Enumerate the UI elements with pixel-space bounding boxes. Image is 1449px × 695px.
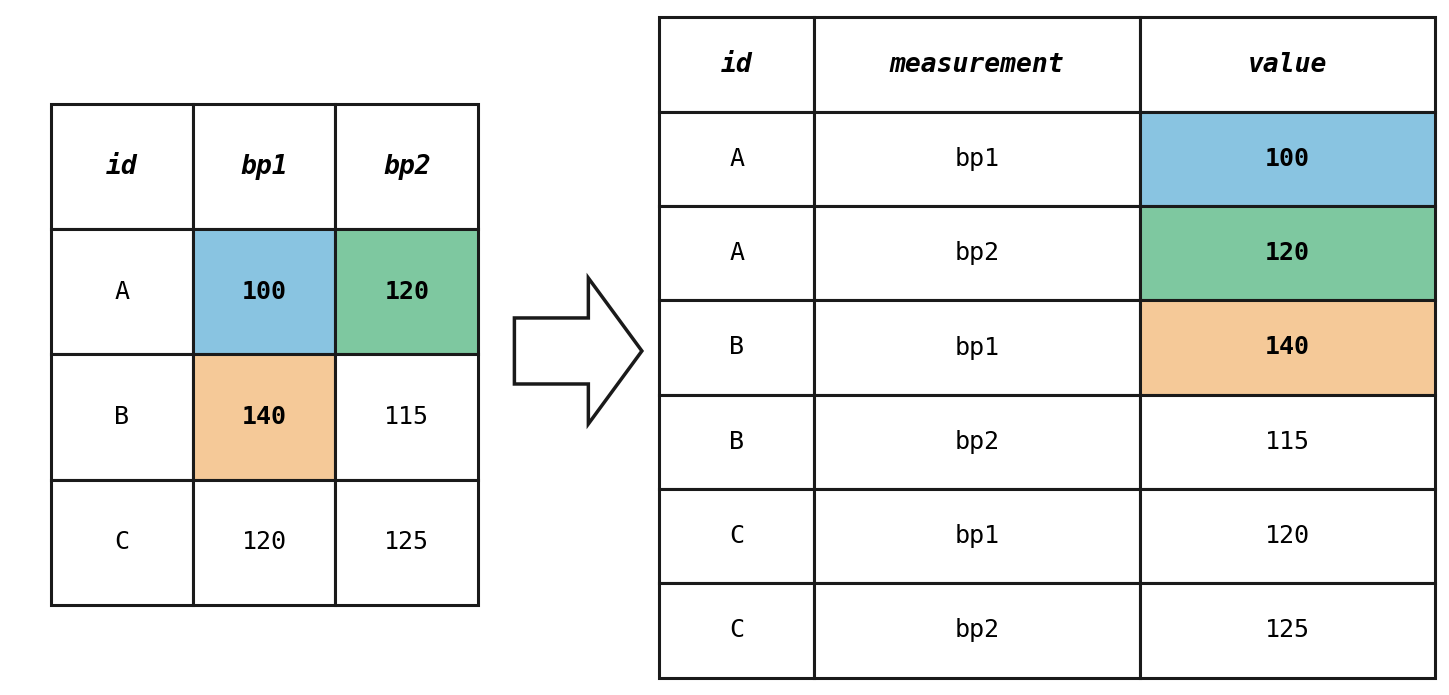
Text: B: B bbox=[729, 430, 745, 454]
Text: bp1: bp1 bbox=[955, 147, 1000, 171]
Text: 125: 125 bbox=[384, 530, 429, 554]
Text: 120: 120 bbox=[1265, 524, 1310, 548]
Text: value: value bbox=[1248, 51, 1327, 78]
Bar bbox=[659, 112, 814, 206]
Text: 100: 100 bbox=[1265, 147, 1310, 171]
Bar bbox=[1140, 395, 1435, 489]
Text: measurement: measurement bbox=[890, 51, 1065, 78]
Bar bbox=[814, 395, 1140, 489]
Text: A: A bbox=[729, 147, 745, 171]
Bar bbox=[1140, 206, 1435, 300]
Text: C: C bbox=[114, 530, 129, 554]
Bar bbox=[193, 354, 335, 480]
Bar bbox=[814, 112, 1140, 206]
Text: id: id bbox=[722, 51, 752, 78]
Bar bbox=[1140, 17, 1435, 112]
Text: 120: 120 bbox=[384, 280, 429, 304]
Bar bbox=[814, 300, 1140, 395]
Bar bbox=[51, 354, 193, 480]
Text: C: C bbox=[729, 524, 745, 548]
Text: bp2: bp2 bbox=[955, 619, 1000, 642]
Bar bbox=[659, 206, 814, 300]
Bar bbox=[814, 206, 1140, 300]
Bar bbox=[51, 104, 193, 229]
Bar bbox=[1140, 489, 1435, 583]
Bar bbox=[659, 395, 814, 489]
Bar bbox=[659, 489, 814, 583]
Text: A: A bbox=[729, 241, 745, 265]
Text: 120: 120 bbox=[242, 530, 287, 554]
Polygon shape bbox=[514, 278, 642, 424]
Text: bp1: bp1 bbox=[955, 336, 1000, 359]
Text: 140: 140 bbox=[242, 405, 287, 429]
Text: id: id bbox=[106, 154, 138, 180]
Bar bbox=[51, 480, 193, 605]
Text: A: A bbox=[114, 280, 129, 304]
Text: 125: 125 bbox=[1265, 619, 1310, 642]
Text: 100: 100 bbox=[242, 280, 287, 304]
Text: 115: 115 bbox=[1265, 430, 1310, 454]
Bar bbox=[814, 583, 1140, 678]
Bar bbox=[335, 480, 478, 605]
Bar bbox=[659, 300, 814, 395]
Bar bbox=[1140, 583, 1435, 678]
Text: 120: 120 bbox=[1265, 241, 1310, 265]
Bar bbox=[659, 583, 814, 678]
Bar bbox=[335, 104, 478, 229]
Bar bbox=[193, 480, 335, 605]
Text: B: B bbox=[114, 405, 129, 429]
Text: bp1: bp1 bbox=[955, 524, 1000, 548]
Bar bbox=[193, 104, 335, 229]
Bar bbox=[1140, 300, 1435, 395]
Bar bbox=[1140, 112, 1435, 206]
Text: 140: 140 bbox=[1265, 336, 1310, 359]
Bar bbox=[193, 229, 335, 354]
Text: 115: 115 bbox=[384, 405, 429, 429]
Bar bbox=[814, 489, 1140, 583]
Bar bbox=[659, 17, 814, 112]
Text: bp1: bp1 bbox=[241, 154, 288, 180]
Bar bbox=[814, 17, 1140, 112]
Text: bp2: bp2 bbox=[955, 430, 1000, 454]
Text: bp2: bp2 bbox=[383, 154, 430, 180]
Bar bbox=[51, 229, 193, 354]
Text: bp2: bp2 bbox=[955, 241, 1000, 265]
Bar bbox=[335, 229, 478, 354]
Text: B: B bbox=[729, 336, 745, 359]
Bar bbox=[335, 354, 478, 480]
Text: C: C bbox=[729, 619, 745, 642]
